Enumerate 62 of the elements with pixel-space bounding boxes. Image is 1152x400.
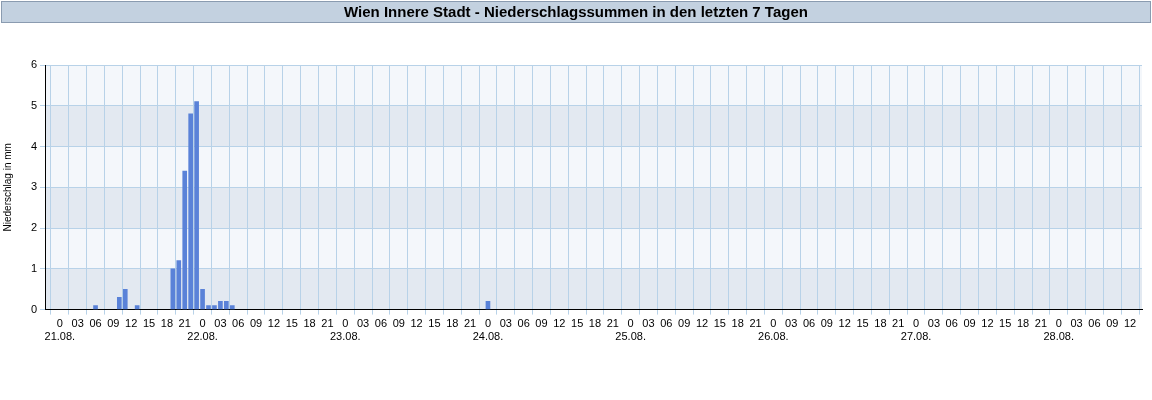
x-tick-label: 06	[802, 317, 816, 330]
y-tick-label: 4	[30, 139, 37, 152]
y-tick-label: 2	[30, 221, 37, 234]
chart-title: Wien Innere Stadt - Niederschlagssummen in den letzten 7 Tagen	[1, 1, 1151, 23]
y-tick-label: 1	[30, 261, 37, 274]
x-tick-label: 18	[303, 317, 316, 330]
x-tick-label: 12	[553, 317, 566, 330]
x-tick-label: 21	[464, 317, 477, 330]
x-tick-label: 06	[374, 317, 388, 330]
x-tick-label: 15	[571, 317, 584, 330]
x-tick-label: 21	[749, 317, 762, 330]
x-tick-label: 15	[142, 317, 156, 330]
x-tick-label: 03	[1070, 317, 1083, 330]
y-axis-title: Niederschlag in mm	[1, 143, 13, 232]
x-tick-label: 15	[856, 317, 869, 330]
x-tick-label: 03	[642, 317, 655, 330]
x-tick-label: 21	[892, 317, 905, 330]
x-tick-label: 09	[678, 317, 691, 330]
x-tick-label: 18	[1016, 317, 1030, 330]
x-tick-label: 06	[232, 317, 245, 330]
x-tick-label: 18	[160, 317, 174, 330]
x-tick-label: 03	[356, 317, 370, 330]
x-tick-label: 06	[1088, 317, 1101, 330]
x-tick-label: 18	[731, 317, 744, 330]
x-tick-label: 15	[713, 317, 726, 330]
x-tick-label: 03	[71, 317, 84, 330]
x-tick-label: 15	[999, 317, 1012, 330]
x-tick-label: 15	[428, 317, 441, 330]
x-tick-label: 12	[981, 317, 994, 330]
x-tick-label: 09	[820, 317, 833, 330]
y-tick-label: 0	[30, 302, 37, 315]
x-tick-label: 09	[107, 317, 120, 330]
x-tick-label: 06	[517, 317, 530, 330]
x-tick-label: 09	[535, 317, 548, 330]
x-tick-label: 12	[1123, 317, 1137, 330]
x-tick-label: 06	[945, 317, 958, 330]
x-tick-label: 09	[1106, 317, 1119, 330]
x-tick-label: 06	[89, 317, 102, 330]
x-tick-label: 03	[214, 317, 227, 330]
x-tick-label: 18	[874, 317, 887, 330]
x-tick-label: 18	[588, 317, 602, 330]
x-tick-label: 12	[267, 317, 281, 330]
y-tick-label: 5	[30, 98, 37, 111]
x-tick-label: 03	[785, 317, 798, 330]
x-tick-label: 03	[927, 317, 941, 330]
x-tick-label: 09	[392, 317, 405, 330]
x-tick-label: 21	[178, 317, 191, 330]
x-tick-label: 12	[695, 317, 709, 330]
x-tick-label: 21	[321, 317, 334, 330]
x-tick-label: 12	[838, 317, 851, 330]
y-tick-label: 3	[30, 180, 37, 193]
x-tick-label: 09	[249, 317, 263, 330]
x-tick-label: 21	[606, 317, 619, 330]
x-tick-label: 12	[125, 317, 138, 330]
x-tick-label: 09	[963, 317, 976, 330]
x-tick-label: 15	[285, 317, 298, 330]
x-tick-label: 21	[1034, 317, 1048, 330]
x-tick-label: 06	[660, 317, 673, 330]
x-tick-label: 18	[446, 317, 459, 330]
x-tick-label: 12	[410, 317, 423, 330]
y-tick-label: 6	[30, 58, 37, 71]
x-tick-label: 03	[499, 317, 512, 330]
